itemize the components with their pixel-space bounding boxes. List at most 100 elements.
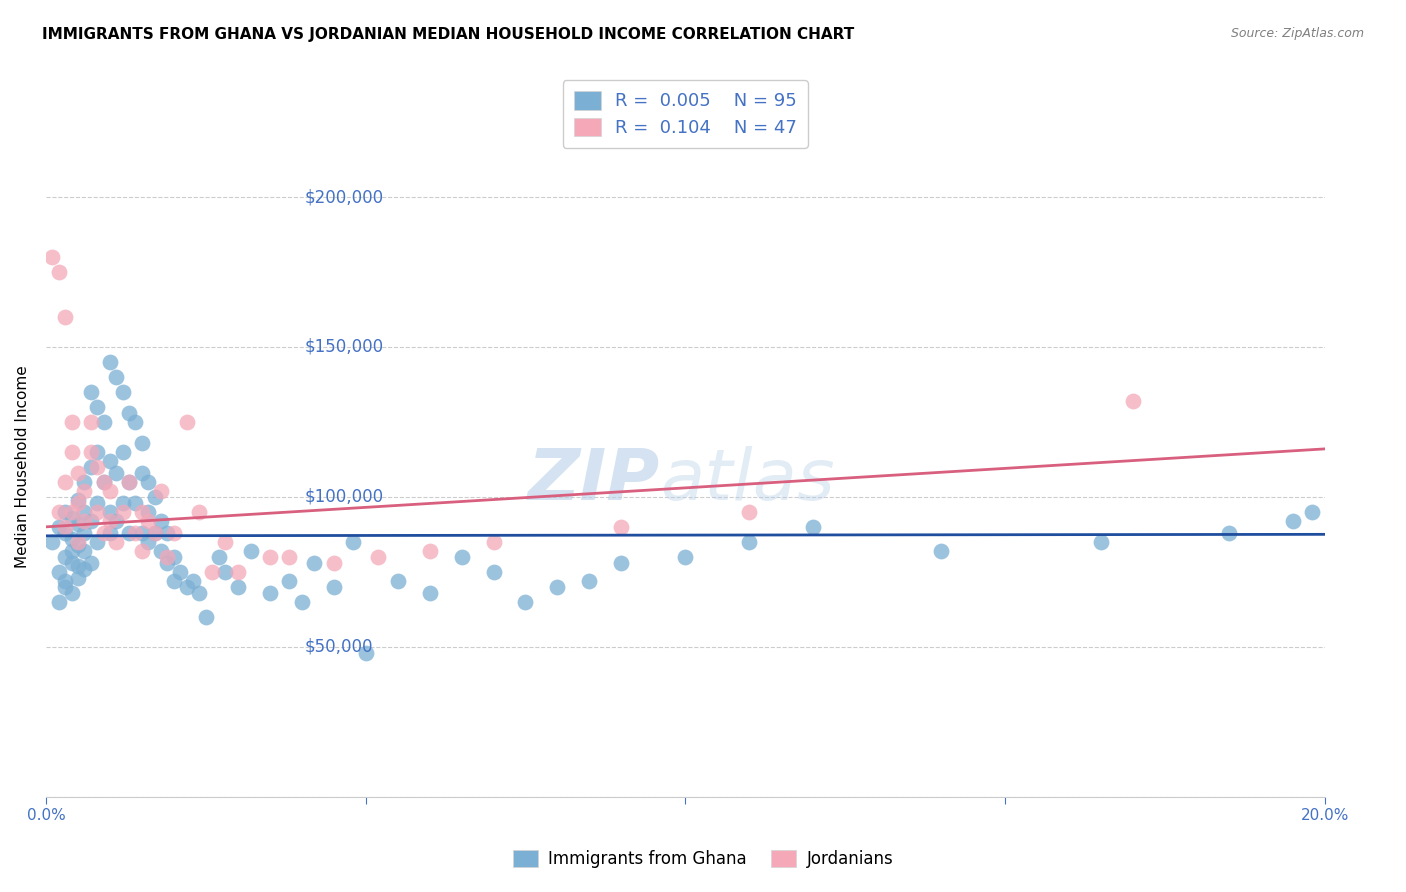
Point [105,534,128,549]
Point [60,445,83,459]
Point [98,525,121,540]
Text: $200,000: $200,000 [304,188,384,206]
Point [482,534,505,549]
Point [80,459,103,474]
Point [111,505,134,519]
Point [73,505,96,519]
Point [105,466,128,480]
Point [546,580,568,594]
Point [80,514,103,528]
Point [131,544,153,558]
Point [66,496,89,510]
Point [194,609,217,624]
Point [53,574,76,588]
Point [60,556,83,570]
Point [610,556,633,570]
Point [387,574,409,588]
Point [41,250,63,264]
Point [118,475,141,489]
Point [143,525,166,540]
Point [738,534,761,549]
Point [259,586,281,600]
Point [176,415,198,429]
Point [73,525,96,540]
Point [156,556,179,570]
Point [73,562,96,576]
Point [111,445,134,459]
Point [136,514,159,528]
Point [53,475,76,489]
Point [73,475,96,489]
Point [143,525,166,540]
Legend: Immigrants from Ghana, Jordanians: Immigrants from Ghana, Jordanians [506,843,900,875]
Point [226,580,249,594]
Point [48,595,70,609]
Point [1281,514,1303,528]
Point [60,586,83,600]
Point [1301,505,1323,519]
Point [118,525,141,540]
Legend: R =  0.005    N = 95, R =  0.104    N = 47: R = 0.005 N = 95, R = 0.104 N = 47 [562,80,808,148]
Point [66,492,89,507]
Point [354,646,377,660]
Point [124,525,146,540]
Point [163,574,186,588]
Text: $150,000: $150,000 [304,338,384,356]
Point [239,544,262,558]
Point [322,556,344,570]
Point [419,586,441,600]
Point [156,549,179,564]
Point [136,475,159,489]
Text: $50,000: $50,000 [304,638,373,656]
Point [419,544,441,558]
Point [578,574,600,588]
Point [60,532,83,546]
Point [610,520,633,534]
Point [181,574,204,588]
Point [277,574,299,588]
Point [53,505,76,519]
Point [163,525,186,540]
Point [259,549,281,564]
Point [515,595,537,609]
Point [86,400,108,414]
Point [118,406,141,420]
Point [105,514,128,528]
Point [73,514,96,528]
Point [41,534,63,549]
Point [73,544,96,558]
Point [66,466,89,480]
Point [277,549,299,564]
Point [60,544,83,558]
Point [48,565,70,579]
Text: $100,000: $100,000 [304,488,384,506]
Point [136,505,159,519]
Point [1122,393,1144,408]
Point [118,475,141,489]
Point [214,565,236,579]
Point [48,520,70,534]
Point [66,516,89,531]
Text: Source: ZipAtlas.com: Source: ZipAtlas.com [1230,27,1364,40]
Text: ZIP: ZIP [527,446,659,515]
Point [80,384,103,399]
Point [482,565,505,579]
Point [111,384,134,399]
Point [53,520,76,534]
Point [342,534,364,549]
Point [60,415,83,429]
Point [93,525,115,540]
Point [48,505,70,519]
Point [156,525,179,540]
Point [131,505,153,519]
Point [929,544,952,558]
Point [93,475,115,489]
Point [673,549,696,564]
Point [304,556,326,570]
Point [98,454,121,468]
Point [1090,534,1112,549]
Point [105,370,128,384]
Point [53,580,76,594]
Point [93,475,115,489]
Point [163,549,186,564]
